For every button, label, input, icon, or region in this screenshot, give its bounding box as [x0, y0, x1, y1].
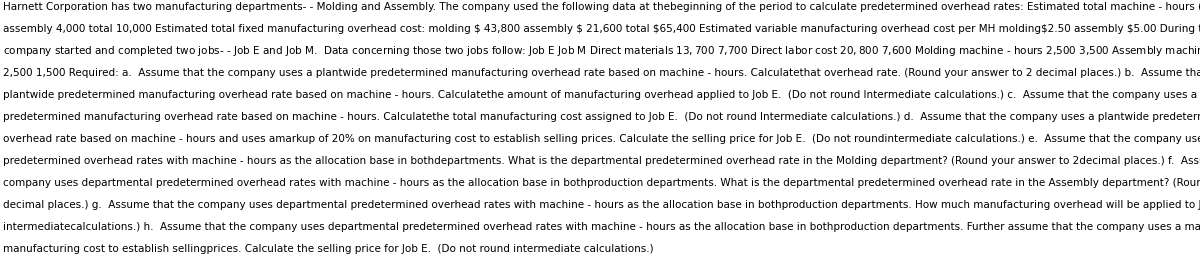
Text: decimal places.) g.  Assume that the company uses departmental predetermined ove: decimal places.) g. Assume that the comp…: [2, 200, 1200, 210]
Text: predetermined overhead rates with machine - hours as the allocation base in both: predetermined overhead rates with machin…: [2, 156, 1200, 166]
Text: company uses departmental predetermined overhead rates with machine - hours as t: company uses departmental predetermined …: [2, 178, 1200, 188]
Text: intermediatecalculations.) h.  Assume that the company uses departmental predete: intermediatecalculations.) h. Assume tha…: [2, 222, 1200, 232]
Text: assembly 4,000 total 10,000 Estimated total fixed manufacturing overhead cost: m: assembly 4,000 total 10,000 Estimated to…: [2, 24, 1200, 34]
Text: plantwide predetermined manufacturing overhead rate based on machine - hours. Ca: plantwide predetermined manufacturing ov…: [2, 90, 1200, 100]
Text: Harnett Corporation has two manufacturing departments- - Molding and Assembly. T: Harnett Corporation has two manufacturin…: [2, 2, 1200, 12]
Text: company started and completed two jobs- - Job E and Job M.  Data concerning thos: company started and completed two jobs- …: [2, 44, 1200, 58]
Text: manufacturing cost to establish sellingprices. Calculate the selling price for J: manufacturing cost to establish sellingp…: [2, 244, 654, 254]
Text: predetermined manufacturing overhead rate based on machine - hours. Calculatethe: predetermined manufacturing overhead rat…: [2, 112, 1200, 122]
Text: 2,500 1,500 Required: a.  Assume that the company uses a plantwide predetermined: 2,500 1,500 Required: a. Assume that the…: [2, 68, 1200, 78]
Text: overhead rate based on machine - hours and uses amarkup of 20% on manufacturing : overhead rate based on machine - hours a…: [2, 134, 1200, 144]
